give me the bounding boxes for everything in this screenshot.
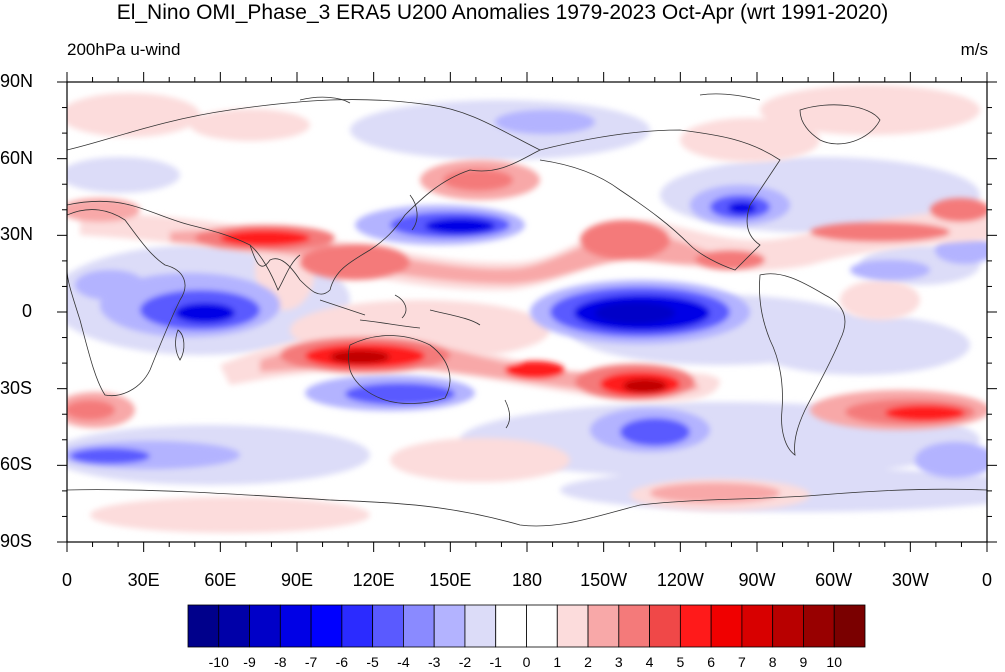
colorbar-label: -3 <box>427 654 441 670</box>
latitude-label: 60N <box>0 147 34 168</box>
colorbar-label: 0 <box>522 654 531 670</box>
longitude-label: 0 <box>981 570 992 590</box>
longitude-label: 180 <box>511 570 543 590</box>
colorbar-swatch <box>218 604 250 648</box>
colorbar-swatch <box>372 604 404 648</box>
colorbar-swatch <box>587 604 620 648</box>
anomaly-field <box>67 82 987 542</box>
longitude-label: 120E <box>352 570 395 590</box>
latitude-label: 30N <box>0 224 34 245</box>
longitude-label: 60W <box>815 570 853 590</box>
colorbar-swatch <box>741 604 774 648</box>
colorbar-swatch <box>495 604 527 648</box>
colorbar-swatch <box>187 604 220 648</box>
positive-anomaly-contours <box>67 160 987 503</box>
colorbar-swatch <box>772 604 804 648</box>
units-label: m/s <box>960 40 988 59</box>
longitude-label: 60E <box>204 570 237 590</box>
colorbar-label: 9 <box>799 654 808 670</box>
longitude-label: 150E <box>429 570 472 590</box>
faint-negative-anomalies <box>67 100 987 512</box>
colorbar-label: -7 <box>304 654 318 670</box>
negative-anomaly-contours <box>67 110 987 478</box>
colorbar-label: 3 <box>614 654 623 670</box>
latitude-label: 30S <box>0 377 33 398</box>
colorbar-label: 8 <box>768 654 777 670</box>
colorbar-swatch <box>649 604 681 648</box>
colorbar-label: 10 <box>826 654 842 670</box>
colorbar-swatch <box>341 604 374 648</box>
longitude-label: 120W <box>656 570 704 590</box>
colorbar-swatch <box>679 604 712 648</box>
longitude-label: 90E <box>280 570 314 590</box>
longitude-label: 0 <box>61 570 72 590</box>
colorbar-label: 5 <box>676 654 685 670</box>
latitude-label: 90N <box>0 71 34 91</box>
colorbar-swatch <box>833 604 866 648</box>
longitude-label: 30W <box>891 570 929 590</box>
colorbar-label: -10 <box>208 654 229 670</box>
colorbar-swatch <box>279 604 312 648</box>
colorbar-swatch <box>249 604 281 648</box>
colorbar-swatch <box>803 604 835 648</box>
colorbar-swatch <box>618 604 650 648</box>
latitude-label: 60S <box>0 454 33 475</box>
colorbar-label: -6 <box>335 654 349 670</box>
colorbar-swatch <box>526 604 558 648</box>
colorbar-label: -2 <box>458 654 472 670</box>
colorbar-label: -8 <box>274 654 287 670</box>
coastlines <box>67 93 987 527</box>
colorbar <box>187 604 866 648</box>
colorbar-label: 4 <box>645 654 654 670</box>
colorbar-swatch <box>433 604 466 648</box>
variable-label: 200hPa u-wind <box>67 40 181 59</box>
colorbar-swatch <box>403 604 435 648</box>
colorbar-swatch <box>710 604 743 648</box>
longitude-label: 150W <box>580 570 628 590</box>
colorbar-label: 7 <box>738 654 746 670</box>
colorbar-label: 2 <box>584 654 592 670</box>
colorbar-swatch <box>556 604 589 648</box>
longitude-label: 90W <box>738 570 776 590</box>
axis-ticks <box>57 72 997 552</box>
longitude-label: 30E <box>127 570 160 590</box>
colorbar-label: -4 <box>397 654 410 670</box>
colorbar-label: 1 <box>553 654 562 670</box>
colorbar-swatch <box>310 604 343 648</box>
colorbar-label: 6 <box>707 654 716 670</box>
colorbar-swatch <box>464 604 497 648</box>
figure-title: El_Nino OMI_Phase_3 ERA5 U200 Anomalies … <box>116 1 889 24</box>
latitude-label: 0 <box>22 301 33 321</box>
latitude-label: 90S <box>0 531 33 551</box>
colorbar-label: -9 <box>243 654 256 670</box>
colorbar-label: -5 <box>366 654 379 670</box>
colorbar-label: -1 <box>489 654 502 670</box>
